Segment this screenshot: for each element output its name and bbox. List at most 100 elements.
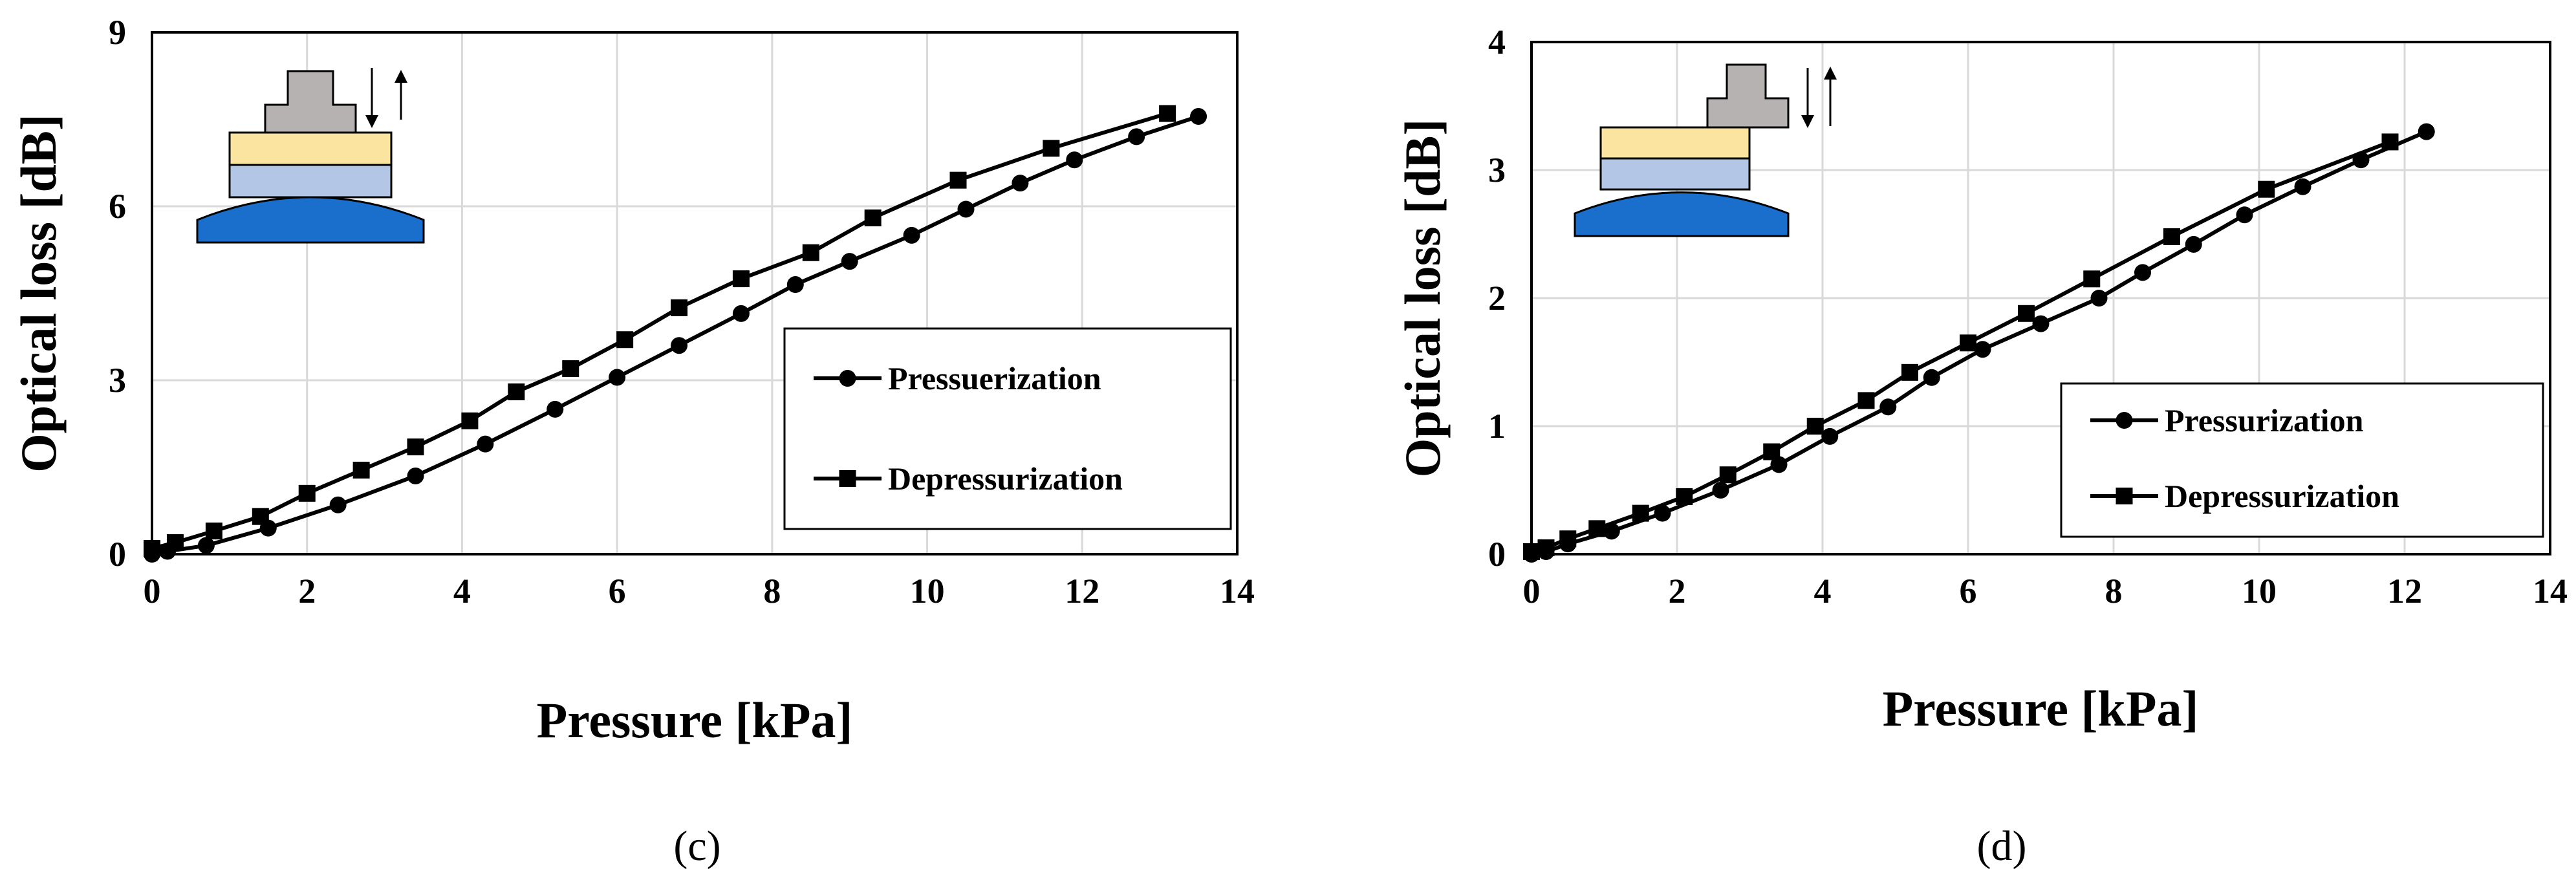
x-tick-label: 12 bbox=[1065, 572, 1099, 610]
data-point-square bbox=[1960, 334, 1976, 352]
y-tick-label: 3 bbox=[109, 361, 126, 400]
data-point-circle bbox=[1012, 175, 1029, 192]
data-point-circle bbox=[1128, 128, 1145, 146]
x-tick-label: 8 bbox=[763, 572, 781, 610]
chart-panel-c: 0 2 4 6 8 10 12 14 0 3 6 9 Pressure [kPa] Optical los… bbox=[10, 13, 1255, 870]
data-point-square bbox=[407, 438, 424, 456]
x-axis-title: Pressure [kPa] bbox=[537, 692, 853, 748]
y-tick-label: 2 bbox=[1488, 279, 1506, 318]
legend-box bbox=[783, 327, 1232, 530]
data-point-square bbox=[1632, 504, 1649, 522]
data-point-circle bbox=[2032, 315, 2050, 332]
data-point-square bbox=[864, 209, 882, 226]
data-point-square bbox=[802, 244, 819, 261]
legend-box bbox=[2060, 382, 2544, 538]
data-point-square bbox=[616, 331, 634, 349]
panel-label: (c) bbox=[673, 823, 720, 870]
data-point-circle bbox=[1066, 151, 1083, 169]
data-point-circle bbox=[197, 537, 215, 554]
data-point-square bbox=[2258, 180, 2275, 198]
x-tick-label: 6 bbox=[609, 572, 626, 610]
data-point-square bbox=[1537, 539, 1555, 557]
x-tick-label: 14 bbox=[1220, 572, 1255, 610]
data-point-circle bbox=[2185, 235, 2202, 253]
dome-base-shape bbox=[1574, 191, 1790, 237]
arrow-down-head bbox=[1801, 115, 1814, 128]
legend-marker-square bbox=[839, 470, 856, 487]
y-tick-label: 3 bbox=[1488, 151, 1506, 189]
data-point-circle bbox=[841, 253, 858, 270]
data-point-circle bbox=[957, 200, 975, 218]
arrow-up-head bbox=[395, 70, 407, 83]
x-tick-label: 8 bbox=[2105, 572, 2123, 610]
data-point-square bbox=[1676, 488, 1693, 505]
dome-base-shape bbox=[196, 196, 425, 244]
data-point-circle bbox=[1654, 504, 1671, 522]
y-tick-label: 1 bbox=[1488, 407, 1506, 446]
data-point-circle bbox=[1190, 108, 1207, 125]
data-point-circle bbox=[1770, 456, 1788, 473]
data-point-square bbox=[1588, 520, 1606, 537]
data-point-circle bbox=[1879, 398, 1897, 416]
data-point-square bbox=[2163, 228, 2180, 245]
data-point-circle bbox=[547, 400, 564, 418]
data-point-square bbox=[732, 270, 750, 288]
x-tick-label: 14 bbox=[2533, 572, 2568, 610]
data-point-circle bbox=[1712, 482, 1729, 499]
data-point-circle bbox=[1821, 427, 1839, 445]
data-point-circle bbox=[1923, 369, 1940, 386]
x-tick-label: 2 bbox=[1669, 572, 1686, 610]
legend-marker-circle bbox=[839, 370, 856, 387]
data-point-square bbox=[1523, 543, 1540, 561]
press-weight-shape bbox=[1706, 63, 1790, 129]
data-point-square bbox=[2083, 270, 2101, 288]
x-tick-label: 0 bbox=[144, 572, 161, 610]
data-point-square bbox=[1719, 466, 1737, 484]
data-point-circle bbox=[2294, 178, 2311, 195]
legend-label: Pressuerization bbox=[888, 360, 1101, 396]
data-point-square bbox=[461, 412, 479, 429]
legend-marker-circle bbox=[2116, 412, 2133, 429]
data-point-square bbox=[2018, 305, 2035, 322]
arrow-up-head bbox=[1824, 67, 1837, 80]
data-point-circle bbox=[786, 276, 804, 294]
light-blue-layer bbox=[1599, 157, 1751, 191]
data-point-square bbox=[252, 508, 269, 525]
data-point-square bbox=[1763, 443, 1780, 460]
x-tick-label: 6 bbox=[1960, 572, 1977, 610]
sensor-illustration-icon bbox=[196, 68, 425, 244]
x-axis-title: Pressure [kPa] bbox=[1883, 680, 2199, 737]
arrow-down-head bbox=[365, 115, 378, 128]
legend-label: Pressurization bbox=[2165, 402, 2364, 438]
legend-marker-square bbox=[2116, 488, 2133, 504]
legend: Pressurization Depressurization bbox=[2060, 382, 2544, 538]
x-tick-label: 10 bbox=[910, 572, 945, 610]
data-point-circle bbox=[407, 467, 424, 484]
data-point-circle bbox=[2236, 206, 2253, 224]
legend: Pressuerization Depressurization bbox=[783, 327, 1232, 530]
data-point-square bbox=[298, 484, 316, 502]
data-point-circle bbox=[477, 435, 494, 453]
data-point-square bbox=[671, 299, 688, 316]
data-point-square bbox=[949, 171, 967, 189]
data-point-circle bbox=[732, 305, 750, 322]
data-point-square bbox=[2381, 133, 2399, 151]
data-point-circle bbox=[2090, 290, 2108, 307]
legend-label: Depressurization bbox=[2165, 478, 2399, 514]
press-weight-shape bbox=[264, 70, 357, 134]
data-point-circle bbox=[2134, 264, 2151, 281]
plot-frame bbox=[151, 31, 1239, 555]
x-tick-label: 10 bbox=[2242, 572, 2277, 610]
y-tick-label: 0 bbox=[109, 535, 126, 574]
y-tick-label: 4 bbox=[1488, 23, 1506, 61]
legend-label: Depressurization bbox=[888, 460, 1123, 497]
data-point-square bbox=[508, 383, 525, 400]
x-tick-label: 12 bbox=[2387, 572, 2422, 610]
data-point-square bbox=[1043, 140, 1060, 157]
y-tick-label: 0 bbox=[1488, 535, 1506, 574]
data-point-square bbox=[1901, 363, 1918, 381]
data-point-square bbox=[144, 540, 160, 557]
y-tick-label: 6 bbox=[109, 187, 126, 226]
